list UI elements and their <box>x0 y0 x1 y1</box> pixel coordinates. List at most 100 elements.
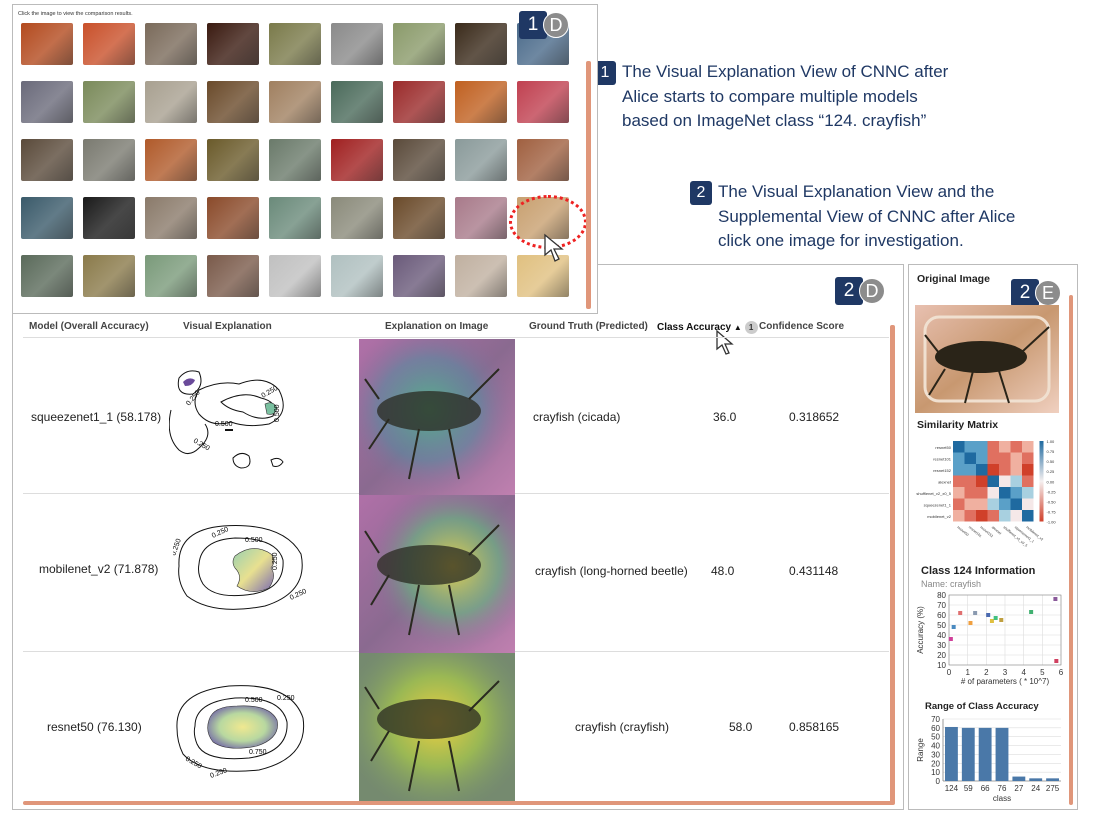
image-thumbnail[interactable] <box>393 23 445 65</box>
matrix-cell[interactable] <box>999 510 1011 522</box>
matrix-cell[interactable] <box>953 441 965 453</box>
matrix-cell[interactable] <box>999 441 1011 453</box>
image-thumbnail[interactable] <box>207 255 259 297</box>
image-thumbnail[interactable] <box>517 255 569 297</box>
matrix-cell[interactable] <box>1022 464 1034 476</box>
image-thumbnail[interactable] <box>269 197 321 239</box>
image-thumbnail[interactable] <box>21 197 73 239</box>
matrix-cell[interactable] <box>987 498 1000 511</box>
matrix-cell[interactable] <box>976 464 988 476</box>
matrix-cell[interactable] <box>964 464 977 476</box>
horizontal-scrollbar[interactable] <box>23 801 893 805</box>
image-thumbnail[interactable] <box>21 23 73 65</box>
image-thumbnail[interactable] <box>393 139 445 181</box>
image-thumbnail[interactable] <box>269 139 321 181</box>
matrix-cell[interactable] <box>1022 498 1034 511</box>
matrix-cell[interactable] <box>987 510 1000 522</box>
image-thumbnail[interactable] <box>455 197 507 239</box>
image-thumbnail[interactable] <box>393 197 445 239</box>
image-thumbnail[interactable] <box>21 255 73 297</box>
bar[interactable] <box>1029 778 1043 781</box>
matrix-cell[interactable] <box>987 475 1000 488</box>
matrix-cell[interactable] <box>987 452 1000 465</box>
matrix-cell[interactable] <box>964 441 977 453</box>
matrix-cell[interactable] <box>1022 441 1034 453</box>
header-model[interactable]: Model (Overall Accuracy) <box>29 321 149 332</box>
image-thumbnail[interactable] <box>331 255 383 297</box>
header-explanation-on-image[interactable]: Explanation on Image <box>385 321 489 332</box>
scatter-point[interactable] <box>973 611 978 615</box>
matrix-cell[interactable] <box>976 510 988 522</box>
matrix-cell[interactable] <box>999 487 1011 499</box>
scatter-point[interactable] <box>1054 659 1059 663</box>
image-thumbnail[interactable] <box>331 81 383 123</box>
matrix-cell[interactable] <box>1010 498 1023 511</box>
image-thumbnail[interactable] <box>331 197 383 239</box>
matrix-cell[interactable] <box>976 441 988 453</box>
image-thumbnail[interactable] <box>83 23 135 65</box>
matrix-cell[interactable] <box>1010 475 1023 488</box>
matrix-cell[interactable] <box>953 475 965 488</box>
matrix-cell[interactable] <box>976 498 988 511</box>
matrix-cell[interactable] <box>1010 452 1023 465</box>
matrix-cell[interactable] <box>964 475 977 488</box>
image-thumbnail[interactable] <box>145 255 197 297</box>
image-thumbnail[interactable] <box>21 81 73 123</box>
original-image[interactable] <box>915 305 1059 413</box>
image-thumbnail[interactable] <box>331 139 383 181</box>
bar[interactable] <box>1046 778 1059 781</box>
header-visual-explanation[interactable]: Visual Explanation <box>183 321 272 332</box>
image-thumbnail[interactable] <box>83 197 135 239</box>
matrix-cell[interactable] <box>953 487 965 499</box>
vertical-scrollbar[interactable] <box>586 61 591 309</box>
matrix-cell[interactable] <box>976 475 988 488</box>
matrix-cell[interactable] <box>976 487 988 499</box>
image-thumbnail[interactable] <box>145 197 197 239</box>
scatter-point[interactable] <box>948 637 953 641</box>
scatter-point[interactable] <box>986 613 991 617</box>
image-thumbnail[interactable] <box>393 255 445 297</box>
image-thumbnail[interactable] <box>517 139 569 181</box>
bar[interactable] <box>945 726 958 781</box>
matrix-cell[interactable] <box>1022 487 1034 499</box>
matrix-cell[interactable] <box>1022 510 1034 522</box>
header-ground-truth[interactable]: Ground Truth (Predicted) <box>529 321 648 332</box>
scatter-point[interactable] <box>1029 610 1034 614</box>
header-confidence[interactable]: Confidence Score <box>759 321 845 332</box>
image-thumbnail[interactable] <box>145 139 197 181</box>
image-thumbnail[interactable] <box>455 23 507 65</box>
matrix-cell[interactable] <box>1010 510 1023 522</box>
matrix-cell[interactable] <box>1022 452 1034 465</box>
scatter-point[interactable] <box>989 619 994 623</box>
matrix-cell[interactable] <box>953 452 965 465</box>
image-thumbnail[interactable] <box>455 81 507 123</box>
header-class-accuracy[interactable]: Class Accuracy ▲ 1 <box>657 321 758 334</box>
matrix-cell[interactable] <box>976 452 988 465</box>
matrix-cell[interactable] <box>964 452 977 465</box>
image-thumbnail[interactable] <box>393 81 445 123</box>
scatter-point[interactable] <box>951 625 956 629</box>
image-thumbnail[interactable] <box>207 23 259 65</box>
vertical-scrollbar[interactable] <box>1069 295 1073 805</box>
matrix-cell[interactable] <box>953 464 965 476</box>
image-thumbnail[interactable] <box>269 81 321 123</box>
matrix-cell[interactable] <box>987 441 1000 453</box>
bar[interactable] <box>978 727 992 781</box>
matrix-cell[interactable] <box>999 498 1011 511</box>
image-thumbnail[interactable] <box>455 139 507 181</box>
bar[interactable] <box>995 727 1009 781</box>
matrix-cell[interactable] <box>1010 464 1023 476</box>
image-thumbnail[interactable] <box>331 23 383 65</box>
matrix-cell[interactable] <box>987 487 1000 499</box>
matrix-cell[interactable] <box>1010 441 1023 453</box>
matrix-cell[interactable] <box>999 464 1011 476</box>
scatter-point[interactable] <box>993 616 998 620</box>
image-thumbnail[interactable] <box>83 255 135 297</box>
matrix-cell[interactable] <box>987 464 1000 476</box>
image-thumbnail[interactable] <box>145 23 197 65</box>
image-thumbnail[interactable] <box>145 81 197 123</box>
matrix-cell[interactable] <box>953 510 965 522</box>
matrix-cell[interactable] <box>1010 487 1023 499</box>
